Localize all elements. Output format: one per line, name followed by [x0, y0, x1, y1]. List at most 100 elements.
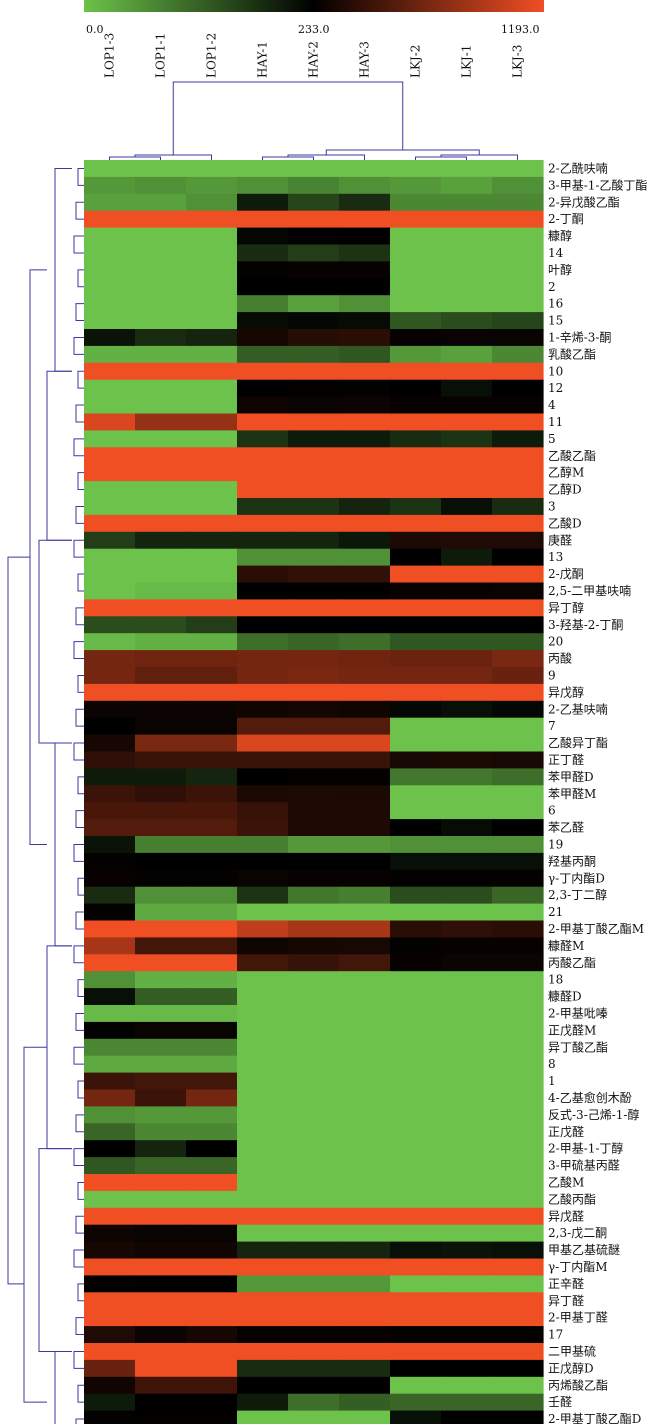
row-label: 糠醛D	[548, 989, 582, 1004]
heatmap-cell	[441, 667, 493, 685]
heatmap-cell	[186, 498, 238, 516]
dendrogram-link	[77, 370, 84, 389]
heatmap-cell	[441, 1157, 493, 1175]
heatmap-cell	[84, 362, 136, 381]
dendrogram-link	[54, 742, 72, 947]
heatmap-cell	[186, 1157, 238, 1175]
heatmap-cell	[186, 1021, 238, 1040]
heatmap-cell	[84, 1309, 136, 1327]
heatmap-cell	[84, 1072, 136, 1091]
heatmap-cell	[339, 1005, 391, 1023]
heatmap-cell	[135, 1207, 187, 1226]
dendrogram-link	[75, 1114, 84, 1133]
heatmap-cell	[492, 1343, 544, 1361]
heatmap-cell	[390, 1359, 442, 1378]
legend-min-label: 0.0	[86, 23, 104, 36]
heatmap-cell	[339, 1021, 391, 1040]
heatmap-cell	[186, 210, 238, 229]
heatmap-cell	[390, 633, 442, 651]
heatmap-cell	[186, 1140, 238, 1158]
heatmap-cell	[339, 1393, 391, 1412]
heatmap-cell	[441, 464, 493, 482]
heatmap-cell	[339, 886, 391, 905]
heatmap-cell	[288, 1258, 340, 1276]
heatmap-cell	[186, 481, 238, 499]
heatmap-cell	[84, 261, 136, 279]
heatmap-cell	[135, 1038, 187, 1057]
heatmap-cell	[84, 1224, 136, 1243]
heatmap-cell	[390, 261, 442, 279]
heatmap-cell	[135, 1157, 187, 1175]
heatmap-cell	[492, 1326, 544, 1344]
heatmap-cell	[339, 278, 391, 296]
heatmap-cell	[492, 683, 544, 702]
column-label: LKJ-3	[511, 45, 525, 78]
heatmap-cell	[84, 176, 136, 195]
heatmap-cell	[135, 548, 187, 567]
heatmap-cell	[237, 768, 289, 786]
heatmap-cell	[492, 802, 544, 820]
heatmap-cell	[135, 1224, 187, 1243]
heatmap-cell	[441, 176, 493, 195]
heatmap-cell	[237, 667, 289, 685]
row-label: 3-甲硫基丙醛	[548, 1158, 620, 1173]
heatmap-cell	[288, 903, 340, 922]
dendrogram-link	[73, 438, 84, 457]
heatmap-cell	[84, 1343, 136, 1361]
heatmap-cell	[441, 734, 493, 753]
heatmap-cell	[237, 1005, 289, 1023]
heatmap-cell	[186, 802, 238, 820]
heatmap-cell	[390, 1326, 442, 1344]
heatmap-cell	[186, 836, 238, 854]
heatmap-cell	[390, 193, 442, 212]
heatmap-cell	[288, 1309, 340, 1327]
heatmap-cell	[390, 616, 442, 634]
heatmap-cell	[288, 1224, 340, 1243]
heatmap-cell	[288, 1174, 340, 1192]
heatmap-cell	[135, 481, 187, 499]
heatmap-cell	[288, 481, 340, 499]
dendrogram-link	[73, 641, 84, 660]
heatmap-cell	[237, 1106, 289, 1124]
heatmap-cell	[186, 971, 238, 989]
heatmap-cell	[135, 1005, 187, 1023]
heatmap-cell	[441, 295, 493, 313]
heatmap-cell	[441, 1309, 493, 1327]
heatmap-cell	[186, 312, 238, 330]
heatmap-cell	[186, 988, 238, 1006]
heatmap-cell	[492, 481, 544, 499]
heatmap-cell	[84, 1005, 136, 1023]
heatmap-cell	[186, 447, 238, 465]
dendrogram-link	[73, 742, 84, 761]
heatmap-cell	[237, 616, 289, 634]
heatmap-cell	[84, 836, 136, 854]
heatmap-cell	[237, 1089, 289, 1107]
heatmap-cell	[135, 1343, 187, 1361]
heatmap-cell	[339, 481, 391, 499]
heatmap-cell	[441, 278, 493, 296]
dendrogram-link	[77, 167, 84, 186]
heatmap-cell	[390, 1140, 442, 1158]
row-label: 2-戊酮	[548, 567, 584, 581]
heatmap-cell	[237, 599, 289, 617]
heatmap-cell	[288, 227, 340, 246]
heatmap-cell	[237, 582, 289, 600]
heatmap-cell	[390, 802, 442, 820]
heatmap-cell	[390, 582, 442, 600]
heatmap-cell	[339, 852, 391, 871]
column-label: LKJ-1	[460, 45, 474, 78]
heatmap-cell	[492, 498, 544, 516]
dendrogram-link	[75, 1215, 84, 1234]
heatmap-cell	[441, 1021, 493, 1040]
heatmap-cell	[84, 514, 136, 533]
heatmap-cell	[441, 819, 493, 837]
row-label: 正丁醛	[548, 752, 584, 767]
row-label: 20	[548, 635, 563, 649]
heatmap-cell	[339, 920, 391, 938]
heatmap-cell	[186, 616, 238, 634]
heatmap-cell	[135, 937, 187, 955]
heatmap-cell	[339, 836, 391, 854]
row-label: 乙酸M	[548, 1174, 584, 1189]
heatmap-cell	[186, 430, 238, 448]
